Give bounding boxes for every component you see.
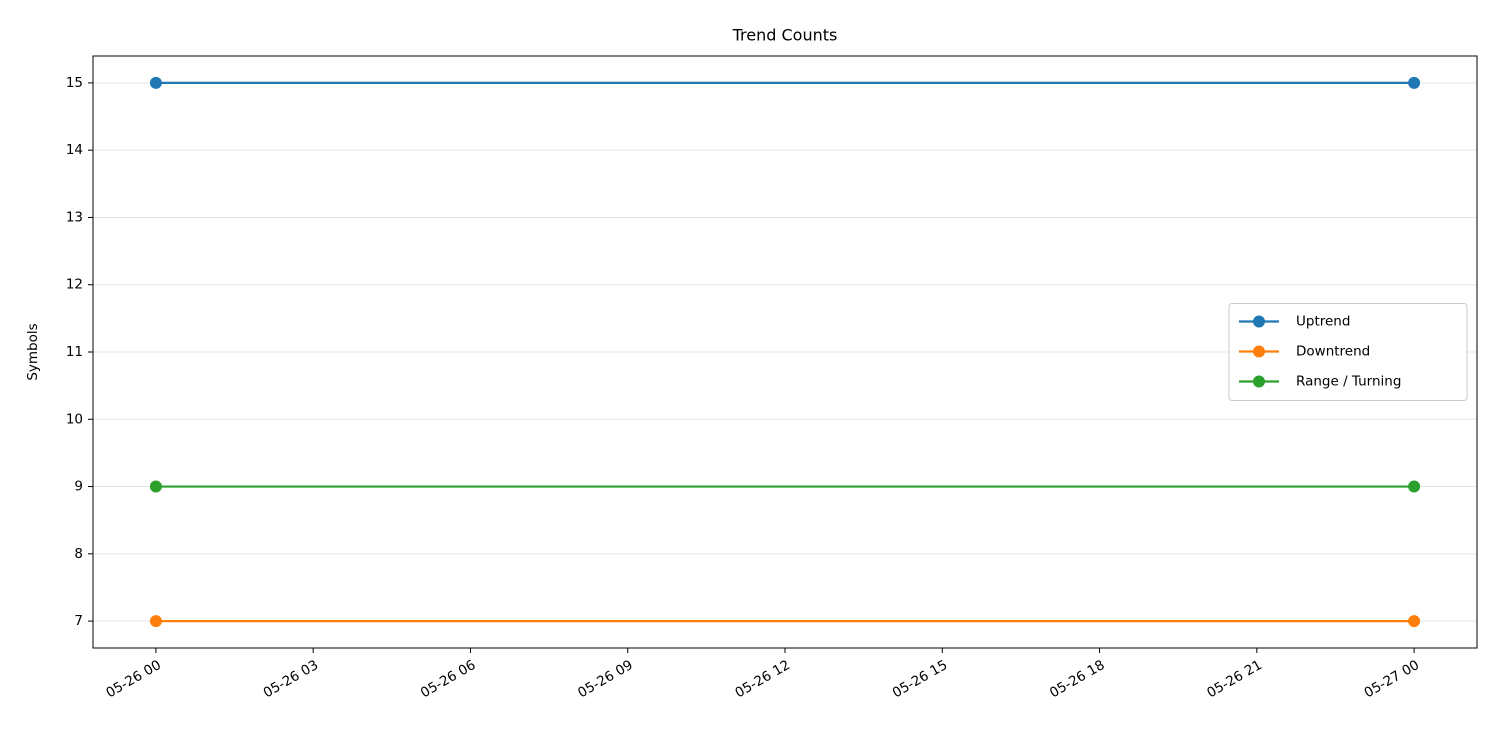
data-point bbox=[149, 615, 162, 628]
x-tick-label: 05-26 06 bbox=[418, 657, 479, 701]
legend-frame bbox=[1228, 303, 1468, 401]
data-point bbox=[1408, 480, 1421, 493]
y-tick-label: 11 bbox=[66, 344, 83, 360]
y-tick-label: 7 bbox=[74, 613, 83, 629]
y-tick-label: 12 bbox=[66, 277, 83, 293]
legend-label: Downtrend bbox=[1296, 344, 1370, 360]
data-point bbox=[1408, 76, 1421, 89]
x-tick-label: 05-26 21 bbox=[1204, 657, 1265, 701]
data-point bbox=[149, 480, 162, 493]
x-tick-label: 05-26 09 bbox=[575, 657, 636, 701]
y-tick-label: 10 bbox=[66, 411, 83, 427]
plot-frame bbox=[92, 55, 1478, 649]
y-axis-label: Symbols bbox=[25, 323, 41, 380]
chart-title: Trend Counts bbox=[732, 26, 838, 45]
x-tick-label: 05-26 00 bbox=[103, 657, 164, 701]
y-tick-label: 9 bbox=[74, 479, 83, 495]
x-tick-label: 05-26 18 bbox=[1047, 657, 1108, 701]
legend-marker bbox=[1253, 375, 1265, 388]
y-tick-label: 15 bbox=[66, 75, 83, 91]
data-point bbox=[1408, 615, 1421, 628]
x-tick-label: 05-26 15 bbox=[890, 657, 951, 701]
x-tick-label: 05-26 03 bbox=[261, 657, 322, 701]
data-point bbox=[149, 76, 162, 89]
legend-marker bbox=[1253, 345, 1265, 358]
y-tick-label: 13 bbox=[66, 209, 83, 225]
y-tick-label: 14 bbox=[66, 142, 83, 158]
legend: Uptrend Downtrend Range / Turning bbox=[1228, 303, 1468, 401]
legend-label: Range / Turning bbox=[1296, 374, 1401, 390]
legend-marker bbox=[1253, 315, 1265, 328]
x-tick-label: 05-26 12 bbox=[732, 657, 793, 701]
y-tick-label: 8 bbox=[74, 546, 83, 562]
legend-label: Uptrend bbox=[1296, 314, 1350, 330]
x-tick-label: 05-27 00 bbox=[1362, 657, 1423, 701]
